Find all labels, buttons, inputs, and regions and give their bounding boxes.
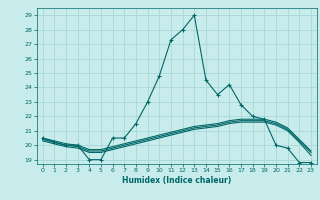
X-axis label: Humidex (Indice chaleur): Humidex (Indice chaleur) [122, 176, 231, 185]
